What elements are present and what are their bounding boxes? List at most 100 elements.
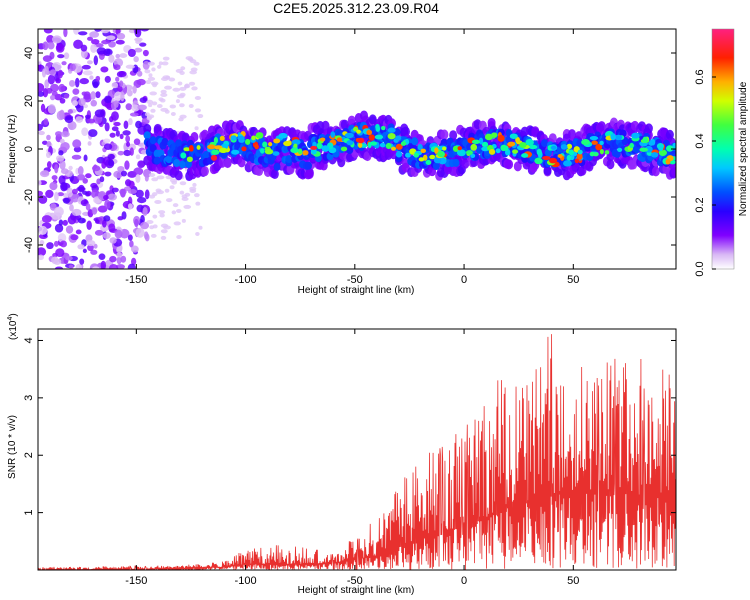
spectrogram-noise-cell: [123, 120, 129, 130]
spectrogram-peak: [457, 146, 463, 151]
spectrogram-noise-cell: [188, 81, 196, 86]
spectrogram-noise-cell: [165, 198, 173, 203]
spectrogram-noise-cell: [54, 191, 59, 202]
spectrogram-peak: [196, 145, 201, 150]
spectrogram-cell: [161, 138, 169, 147]
spectrogram-noise-cell: [47, 104, 56, 114]
spectrogram-noise-cell: [87, 36, 93, 41]
spectrogram-peak: [387, 127, 396, 133]
spectrogram-noise-cell: [142, 49, 149, 57]
spectrogram-noise-cell: [87, 141, 92, 146]
y-tick-label: 40: [23, 47, 35, 59]
spectrogram-noise-cell: [83, 104, 88, 109]
spectrogram-peak: [409, 148, 417, 155]
spectrogram-noise-cell: [117, 150, 125, 156]
spectrogram-noise-cell: [139, 42, 147, 47]
spectrogram-noise-cell: [130, 257, 137, 266]
spectrogram-peak: [213, 137, 219, 144]
spectrogram-noise-cell: [111, 187, 119, 193]
spectrogram-peak: [344, 132, 354, 139]
spectrogram-noise-cell: [116, 32, 126, 40]
spectrogram-noise-cell: [46, 134, 51, 141]
spectrogram-noise-cell: [125, 103, 133, 111]
spectrogram-peak: [521, 153, 529, 158]
spectrogram-peak: [658, 145, 664, 152]
spectrogram-noise-cell: [155, 188, 162, 193]
spectrogram-noise-cell: [46, 242, 54, 250]
spectrogram-noise-cell: [94, 109, 105, 118]
spectrogram-noise-cell: [107, 193, 117, 201]
spectrogram-noise-cell: [195, 201, 201, 206]
spectrogram-peak: [356, 129, 361, 134]
spectrogram-peak: [268, 142, 273, 147]
spectrogram-noise-cell: [136, 204, 145, 213]
spectrogram-noise-cell: [132, 85, 137, 94]
x-tick-label: -100: [235, 575, 257, 587]
spectrogram-noise-cell: [164, 85, 172, 90]
spectrogram-noise-cell: [120, 170, 128, 177]
spectrogram-noise-cell: [179, 181, 187, 186]
spectrogram-noise-cell: [57, 54, 65, 59]
spectrogram-noise-cell: [94, 229, 104, 236]
spectrogram-noise-cell: [134, 47, 143, 53]
spectrogram-noise-cell: [38, 180, 42, 186]
spectrogram-noise-cell: [179, 92, 186, 97]
spectrogram-noise-cell: [189, 186, 197, 191]
spectrogram-noise-cell: [81, 127, 89, 136]
spectrogram-noise-cell: [43, 118, 49, 126]
spectrogram-noise-cell: [92, 81, 99, 89]
spectrogram-noise-cell: [63, 52, 70, 60]
colorbar-tick-label: 0.2: [694, 197, 706, 212]
spectrogram-cell: [548, 133, 557, 144]
spectrogram-noise-cell: [71, 208, 82, 217]
spectrogram-peak: [413, 152, 420, 158]
spectrogram-noise-cell: [139, 97, 148, 104]
spectrogram-noise-cell: [59, 160, 66, 170]
spectrogram-noise-cell: [150, 233, 157, 238]
spectrogram-noise-cell: [60, 141, 70, 151]
spectrogram-noise-cell: [49, 69, 57, 76]
spectrogram-noise-cell: [95, 91, 101, 99]
spectrogram-cell: [270, 169, 279, 180]
spectrogram-noise-cell: [135, 120, 142, 129]
spectrogram-noise-cell: [111, 126, 119, 132]
spectrogram-noise-cell: [101, 39, 110, 45]
spectrogram-peak: [368, 134, 375, 141]
spectrogram-cell: [540, 139, 548, 148]
spectrogram-peak: [576, 152, 583, 160]
snr-series-line: [38, 334, 676, 570]
spectrogram-noise-cell: [156, 175, 165, 180]
spectrogram-noise-cell: [111, 111, 119, 121]
spectrogram-cell: [597, 121, 606, 132]
spectrogram-noise-cell: [69, 204, 74, 212]
spectrogram-noise-cell: [125, 135, 131, 143]
spectrogram-noise-cell: [194, 193, 200, 198]
spectrogram-noise-cell: [116, 252, 123, 258]
spectrogram-noise-cell: [169, 104, 177, 109]
spectrogram-noise-cell: [53, 206, 64, 217]
spectrogram-noise-cell: [106, 48, 111, 55]
spectrogram-noise-cell: [61, 61, 67, 66]
spectrogram-noise-cell: [79, 258, 85, 265]
spectrogram-noise-cell: [82, 248, 87, 254]
spectrogram-noise-cell: [104, 199, 111, 209]
colorbar-label: Normalized spectral amplitude: [738, 81, 749, 216]
spectrogram-peak: [589, 151, 595, 157]
spectrogram-noise-cell: [181, 196, 189, 201]
spectrogram-peak: [418, 157, 425, 162]
spectrogram-noise-cell: [46, 34, 55, 44]
spectrogram-noise-cell: [102, 232, 111, 239]
spectrogram-peak: [381, 125, 386, 131]
spectrogram-noise-cell: [51, 256, 59, 264]
spectrogram-noise-cell: [78, 184, 85, 193]
spectrogram-peak: [495, 148, 501, 154]
spectrogram-peak: [470, 143, 478, 151]
spectrogram-marks: [38, 29, 676, 269]
snr-marks: [38, 334, 676, 570]
snr-y-label: SNR (10 * v/v): [7, 415, 18, 479]
spectrogram-noise-cell: [148, 103, 153, 108]
spectrogram-peak: [491, 132, 498, 138]
spectrogram-noise-cell: [68, 80, 76, 87]
y-tick-label: 4: [23, 337, 35, 343]
spectrogram-noise-cell: [126, 89, 133, 97]
